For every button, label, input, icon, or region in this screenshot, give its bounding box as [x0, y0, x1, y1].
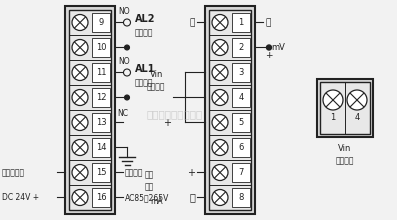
Text: +: + [163, 117, 171, 128]
Text: AC85～265V: AC85～265V [125, 193, 170, 202]
Text: 6: 6 [238, 143, 244, 152]
Bar [232, 13, 250, 32]
Bar [69, 10, 111, 210]
Circle shape [72, 40, 88, 55]
Circle shape [212, 90, 228, 106]
Bar [92, 113, 110, 132]
Bar [317, 79, 373, 137]
Bar [205, 6, 255, 214]
Text: 12: 12 [96, 93, 106, 102]
Text: 15: 15 [96, 168, 106, 177]
Bar [320, 82, 370, 134]
Text: 2: 2 [238, 43, 244, 52]
Bar [92, 38, 110, 57]
Circle shape [266, 45, 272, 50]
Text: －: － [265, 18, 270, 27]
Circle shape [72, 64, 88, 81]
Text: Vin: Vin [150, 70, 164, 79]
Circle shape [212, 114, 228, 130]
Text: 13: 13 [96, 118, 106, 127]
Bar [92, 188, 110, 207]
Text: 下限报警: 下限报警 [135, 28, 154, 37]
Text: 10: 10 [96, 43, 106, 52]
Text: 电压输入: 电压输入 [336, 156, 354, 165]
Text: 14: 14 [96, 143, 106, 152]
Bar [232, 63, 250, 82]
Text: 5: 5 [238, 118, 244, 127]
Bar [232, 113, 250, 132]
Text: 1: 1 [238, 18, 244, 27]
Text: DC 24V +: DC 24V + [2, 193, 39, 202]
Circle shape [72, 189, 88, 205]
Circle shape [212, 139, 228, 156]
Bar [232, 138, 250, 157]
Text: 4: 4 [238, 93, 244, 102]
Text: －: － [190, 18, 195, 27]
Bar [232, 88, 250, 107]
Circle shape [125, 95, 129, 100]
Circle shape [212, 189, 228, 205]
Circle shape [123, 19, 131, 26]
Text: 11: 11 [96, 68, 106, 77]
Circle shape [72, 90, 88, 106]
Circle shape [212, 64, 228, 81]
Text: 16: 16 [96, 193, 106, 202]
Circle shape [212, 15, 228, 31]
Bar [232, 163, 250, 182]
Text: mA: mA [150, 197, 163, 206]
Text: 9: 9 [98, 18, 104, 27]
Circle shape [72, 165, 88, 180]
Circle shape [72, 139, 88, 156]
Bar [92, 13, 110, 32]
Text: 上限报警: 上限报警 [135, 78, 154, 87]
Text: 3: 3 [238, 68, 244, 77]
Text: Vin: Vin [338, 144, 352, 153]
Bar [209, 10, 251, 210]
Text: +: + [187, 167, 195, 178]
Text: 变送: 变送 [145, 170, 154, 179]
Text: mV: mV [271, 43, 285, 52]
Bar [232, 188, 250, 207]
Text: 电流输入: 电流输入 [147, 82, 166, 91]
Bar [92, 63, 110, 82]
Text: 上海自动化设备公司: 上海自动化设备公司 [146, 109, 203, 119]
Circle shape [212, 165, 228, 180]
Text: 供电电源: 供电电源 [125, 168, 143, 177]
Circle shape [72, 15, 88, 31]
Bar [92, 138, 110, 157]
Circle shape [72, 114, 88, 130]
Bar [65, 6, 115, 214]
Text: NO: NO [118, 57, 130, 66]
Text: 供电电源－: 供电电源－ [2, 168, 25, 177]
Text: AL2: AL2 [135, 15, 156, 24]
Text: 8: 8 [238, 193, 244, 202]
Text: NO: NO [118, 7, 130, 16]
Text: 4: 4 [355, 114, 360, 123]
Bar [92, 163, 110, 182]
Circle shape [123, 69, 131, 76]
Text: AL1: AL1 [135, 64, 156, 75]
Bar [92, 88, 110, 107]
Circle shape [212, 40, 228, 55]
Text: 1: 1 [330, 114, 335, 123]
Circle shape [125, 45, 129, 50]
Text: －: － [189, 192, 195, 202]
Text: 7: 7 [238, 168, 244, 177]
Circle shape [347, 90, 367, 110]
Circle shape [323, 90, 343, 110]
Text: 输出: 输出 [145, 182, 154, 191]
Bar [232, 38, 250, 57]
Text: NC: NC [117, 108, 128, 117]
Text: +: + [265, 51, 272, 60]
